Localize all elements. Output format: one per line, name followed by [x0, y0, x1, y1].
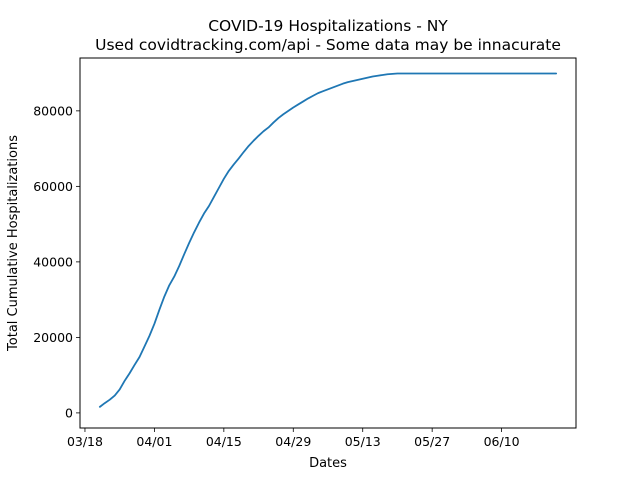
x-tick-label: 05/27: [414, 434, 450, 449]
x-tick-label: 03/18: [67, 434, 103, 449]
y-axis: 0 20000 40000 60000 80000: [33, 103, 80, 420]
y-axis-label: Total Cumulative Hospitalizations: [6, 135, 21, 352]
x-tick-label: 06/10: [484, 434, 520, 449]
chart-subtitle: Used covidtracking.com/api - Some data m…: [95, 36, 561, 54]
series-line: [98, 72, 558, 408]
x-axis: 03/18 04/01 04/15 04/29 05/13 05/27 06/10: [67, 428, 520, 449]
x-tick-label: 04/15: [206, 434, 242, 449]
y-tick-label: 60000: [33, 179, 73, 194]
y-tick-label: 0: [65, 405, 73, 420]
x-tick-label: 04/01: [136, 434, 172, 449]
chart-title: COVID-19 Hospitalizations - NY: [208, 17, 448, 35]
y-tick-label: 20000: [33, 330, 73, 345]
x-axis-label: Dates: [309, 456, 347, 471]
y-tick-label: 40000: [33, 254, 73, 269]
x-tick-label: 04/29: [275, 434, 311, 449]
x-tick-label: 05/13: [345, 434, 381, 449]
plot-area: [79, 57, 577, 429]
y-tick-label: 80000: [33, 103, 73, 118]
